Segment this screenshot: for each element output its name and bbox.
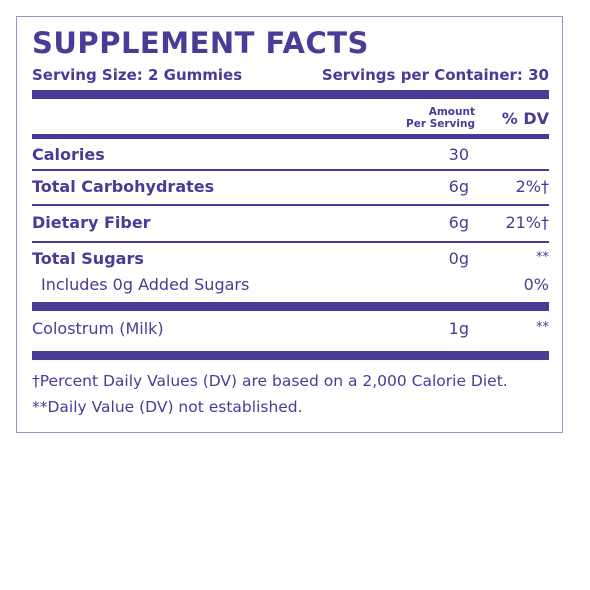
panel-title: SUPPLEMENT FACTS (32, 26, 369, 60)
footnote-not-established: **Daily Value (DV) not established. (32, 398, 303, 416)
row-added-sugars-dv: 0% (523, 275, 549, 294)
amount-per-serving-header: Amount Per Serving (406, 106, 475, 130)
row-divider (32, 204, 549, 206)
row-added-sugars-label: Includes 0g Added Sugars (41, 275, 250, 294)
footnote-dv: †Percent Daily Values (DV) are based on … (32, 372, 508, 390)
row-carbs-dv: 2%† (515, 177, 549, 196)
row-fiber-label: Dietary Fiber (32, 213, 151, 232)
amount-header-line2: Per Serving (406, 118, 475, 130)
row-colostrum-label: Colostrum (Milk) (32, 319, 164, 338)
row-sugars-label: Total Sugars (32, 249, 144, 268)
row-calories-amount: 30 (448, 145, 469, 164)
row-divider (32, 241, 549, 243)
row-fiber-dv: 21%† (505, 213, 549, 232)
serving-size: Serving Size: 2 Gummies (32, 66, 243, 84)
row-colostrum-dv: ** (536, 320, 549, 335)
row-sugars-amount: 0g (448, 249, 469, 268)
row-carbs-label: Total Carbohydrates (32, 177, 215, 196)
row-fiber-amount: 6g (448, 213, 469, 232)
dv-header: % DV (501, 109, 549, 128)
row-carbs-amount: 6g (448, 177, 469, 196)
servings-per-container: Servings per Container: 30 (321, 66, 549, 84)
row-calories-label: Calories (32, 145, 105, 164)
thick-divider-top (32, 90, 549, 99)
row-divider (32, 169, 549, 171)
supplement-facts-panel: SUPPLEMENT FACTS Serving Size: 2 Gummies… (16, 16, 563, 433)
header-divider (32, 134, 549, 139)
amount-header-line1: Amount (428, 106, 475, 118)
row-colostrum-amount: 1g (448, 319, 469, 338)
thick-divider-bottom (32, 351, 549, 360)
thick-divider-middle (32, 302, 549, 311)
row-sugars-dv: ** (536, 250, 549, 265)
